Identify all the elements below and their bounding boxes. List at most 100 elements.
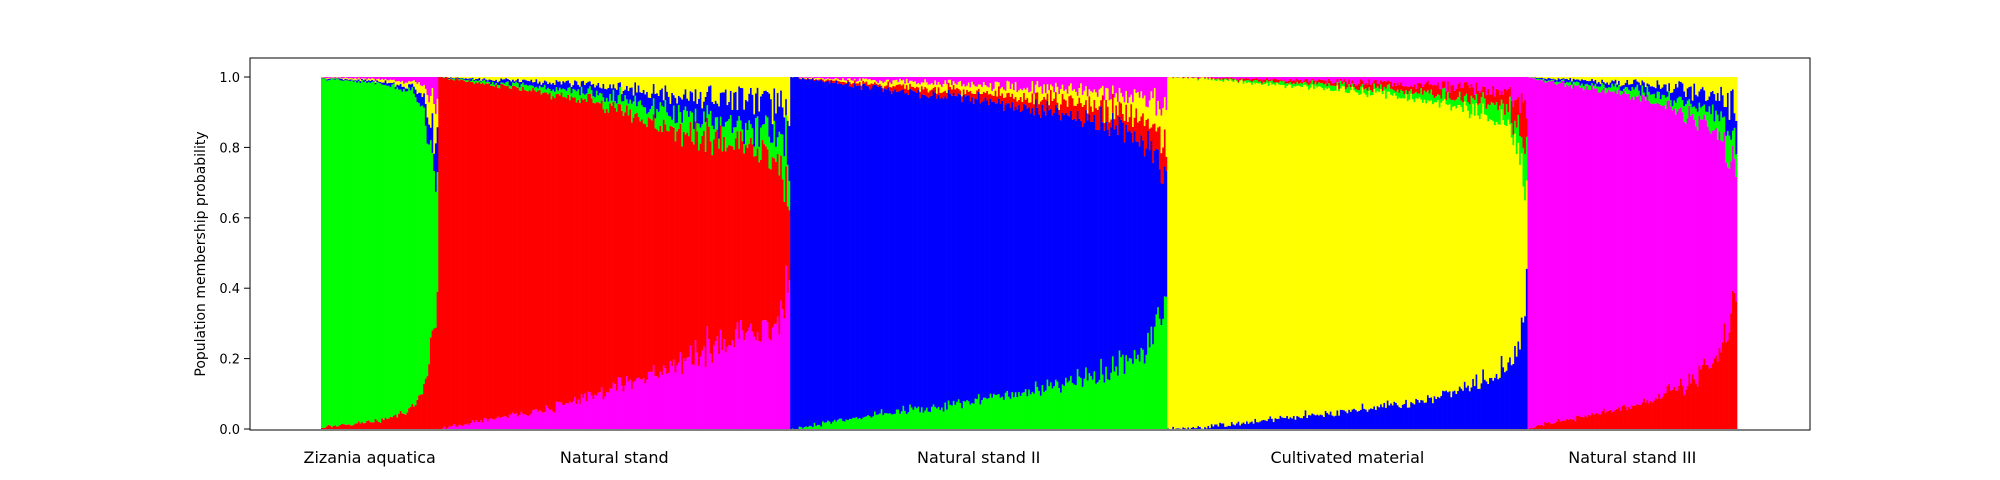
bar-segment-blue <box>587 81 590 89</box>
bar-segment-blue <box>1046 100 1049 380</box>
bar-segment-red <box>872 83 875 86</box>
bar-segment-green <box>884 413 887 429</box>
bar-segment-green <box>1224 78 1227 80</box>
bar-segment-red <box>1470 83 1473 96</box>
bar-segment-blue <box>868 89 871 417</box>
bar-segment-yellow <box>1544 77 1547 79</box>
bar-segment-green <box>1561 80 1564 81</box>
bar-segment-magenta <box>1361 77 1364 81</box>
bar-segment-yellow <box>952 81 955 86</box>
bar-segment-magenta <box>461 425 464 429</box>
bar-segment-red <box>1651 402 1654 429</box>
bar-segment-blue <box>366 81 369 83</box>
bar-segment-blue <box>930 95 933 407</box>
bar-segment-green <box>1641 85 1644 95</box>
bar-segment-green <box>433 171 436 329</box>
bar-segment-magenta <box>882 77 885 83</box>
bar-segment-magenta <box>505 416 508 429</box>
bar-segment-green <box>895 409 898 429</box>
bar-segment-yellow <box>1009 89 1012 97</box>
bar-segment-magenta <box>1408 77 1411 87</box>
bar-segment-yellow <box>682 77 685 95</box>
bar-segment-green <box>547 87 550 95</box>
bar-segment-magenta <box>986 77 989 87</box>
bar-segment-green <box>1252 80 1255 83</box>
bar-segment-blue <box>1289 417 1292 429</box>
bar-segment-magenta <box>858 77 861 79</box>
bar-segment-red <box>409 406 412 429</box>
bar-segment-green <box>1653 93 1656 104</box>
bar-segment-yellow <box>1113 97 1116 120</box>
bar-segment-green <box>351 80 354 426</box>
bar-segment-yellow <box>884 81 887 87</box>
bar-segment-red <box>617 103 620 378</box>
bar-segment-magenta <box>372 77 375 79</box>
bar-segment-yellow <box>1266 82 1269 422</box>
bar-segment-yellow <box>1309 87 1312 416</box>
bar-segment-red <box>1564 420 1567 429</box>
bar-segment-red <box>899 84 902 91</box>
bar-segment-green <box>1019 395 1022 429</box>
bar-segment-yellow <box>624 77 627 90</box>
bar-segment-blue <box>476 79 479 81</box>
bar-segment-red <box>416 399 419 429</box>
bar-segment-green <box>991 397 994 429</box>
bar-segment-red <box>860 85 863 90</box>
bar-segment-red <box>957 88 960 94</box>
bar-segment-yellow <box>1599 77 1602 84</box>
bar-segment-yellow <box>987 87 990 95</box>
bar-segment-green <box>1386 84 1389 92</box>
bar-segment-magenta <box>989 77 992 84</box>
bar-segment-magenta <box>1435 77 1438 86</box>
bar-segment-blue <box>558 81 561 88</box>
bar-segment-red <box>1512 106 1515 135</box>
bar-segment-magenta <box>532 410 535 429</box>
bar-segment-red <box>1405 85 1408 91</box>
bar-segment-magenta <box>1076 77 1079 96</box>
bar-segment-red <box>728 145 731 346</box>
bar-segment-blue <box>1403 403 1406 429</box>
bar-segment-yellow <box>1313 88 1316 415</box>
bar-segment-yellow <box>1287 84 1290 419</box>
bar-segment-red <box>1058 109 1061 116</box>
bar-segment-red <box>1308 82 1311 86</box>
bar-segment-blue <box>1386 400 1389 429</box>
bar-segment-yellow <box>634 77 637 83</box>
bar-segment-green <box>1286 83 1289 87</box>
bar-segment-yellow <box>1324 87 1327 411</box>
bar-segment-red <box>1552 423 1555 429</box>
bar-segment-blue <box>832 83 835 422</box>
bar-segment-blue <box>981 101 984 401</box>
bar-segment-blue <box>778 106 781 132</box>
bar-segment-yellow <box>471 77 474 78</box>
bar-segment-blue <box>666 91 669 113</box>
bar-segment-blue <box>579 86 582 96</box>
bar-segment-yellow <box>1478 119 1481 389</box>
bar-segment-blue <box>1085 110 1088 368</box>
bar-segment-green <box>1597 86 1600 93</box>
bar-segment-yellow <box>1034 84 1037 93</box>
bar-segment-red <box>478 81 481 423</box>
bar-segment-green <box>947 400 950 429</box>
bar-segment-blue <box>1281 417 1284 429</box>
bar-segment-magenta <box>1336 77 1339 79</box>
bar-segment-yellow <box>1106 88 1109 107</box>
bar-segment-blue <box>1215 424 1218 429</box>
bar-segment-blue <box>1586 81 1589 84</box>
bar-segment-blue <box>1432 403 1435 429</box>
bar-segment-green <box>1467 102 1470 111</box>
bar-segment-red <box>1735 301 1738 429</box>
bar-segment-green <box>590 90 593 99</box>
bar-segment-magenta <box>1106 77 1109 89</box>
bar-segment-blue <box>657 95 660 112</box>
bar-segment-yellow <box>515 77 518 81</box>
bar-segment-blue <box>1400 407 1403 429</box>
bar-segment-red <box>1718 347 1721 429</box>
bar-segment-green <box>815 425 818 429</box>
bar-segment-magenta <box>1252 77 1255 79</box>
bar-segment-yellow <box>1157 100 1160 128</box>
bar-segment-magenta <box>1453 77 1456 91</box>
bar-segment-yellow <box>736 77 739 111</box>
bar-segment-red <box>979 94 982 104</box>
bar-segment-blue <box>1239 425 1242 429</box>
